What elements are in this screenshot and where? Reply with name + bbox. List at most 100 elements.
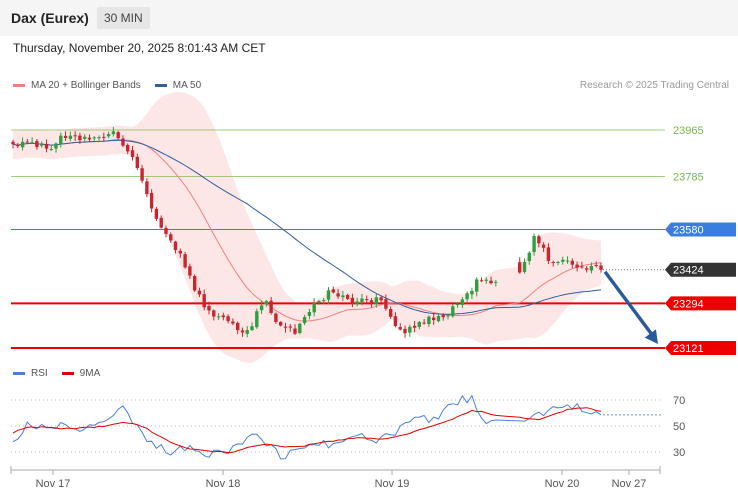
candle <box>412 321 417 333</box>
candle <box>451 304 455 318</box>
candle <box>374 293 378 308</box>
level-text: 23580 <box>673 224 704 236</box>
candle <box>518 257 522 274</box>
candle <box>221 312 225 321</box>
candle <box>379 295 383 304</box>
candle <box>589 262 594 274</box>
candle <box>159 215 163 229</box>
candle <box>126 143 130 155</box>
x-tick-label: Nov 17 <box>36 478 71 490</box>
candlesticks <box>11 127 603 338</box>
candle <box>446 314 450 320</box>
rsi-tick-30: 30 <box>673 447 685 459</box>
level-text: 23294 <box>673 298 704 310</box>
candle <box>575 261 579 272</box>
candle <box>269 296 273 315</box>
x-tick-label: Nov 18 <box>206 478 241 490</box>
candle <box>441 313 445 321</box>
candle <box>169 232 173 243</box>
candle <box>551 260 555 267</box>
candle <box>35 139 39 150</box>
candle <box>111 127 116 137</box>
candle <box>331 286 335 294</box>
level-text: 23785 <box>673 171 704 183</box>
candle <box>585 265 589 273</box>
candle <box>11 139 15 149</box>
candle <box>398 323 402 331</box>
candle <box>427 315 431 327</box>
candle <box>345 293 350 301</box>
candle <box>350 293 355 308</box>
candle <box>197 287 202 298</box>
candle <box>140 164 144 184</box>
candle <box>116 130 120 140</box>
candle <box>92 136 96 142</box>
candle <box>432 312 436 325</box>
forecast-arrow <box>603 270 658 344</box>
moving-averages <box>12 139 602 322</box>
candle <box>561 256 565 265</box>
candle <box>460 297 465 308</box>
legend-swatch-ma50 <box>154 84 167 87</box>
level-labels: 23965 23785 23580 23424 23294 23121 <box>665 125 736 355</box>
candle <box>403 325 407 338</box>
candle <box>259 300 264 314</box>
candle <box>307 308 312 320</box>
candle <box>470 287 474 300</box>
candle <box>207 301 211 315</box>
level-text: 23424 <box>673 265 704 277</box>
candle <box>565 256 570 264</box>
header-bar: Dax (Eurex) 30 MIN <box>0 0 738 36</box>
candle <box>97 135 101 141</box>
candle <box>236 321 240 335</box>
candle <box>389 306 393 319</box>
candle <box>436 313 441 323</box>
candle <box>298 322 302 335</box>
x-tick-label: Nov 20 <box>545 478 580 490</box>
candle <box>231 318 235 326</box>
candle <box>145 178 149 198</box>
candle <box>465 291 469 302</box>
candle <box>178 248 182 258</box>
candle <box>599 262 603 273</box>
candle <box>336 288 340 299</box>
candle <box>484 277 488 284</box>
candle <box>25 138 29 143</box>
candle <box>135 153 139 171</box>
rsi-panel: 70 50 30 <box>11 394 685 460</box>
candle <box>393 312 398 328</box>
legend-swatch-rsi <box>13 372 25 375</box>
timeframe-badge[interactable]: 30 MIN <box>97 7 150 29</box>
bollinger-band <box>13 91 601 363</box>
candle <box>494 279 498 287</box>
candle <box>49 145 53 151</box>
level-text: 23121 <box>673 343 704 355</box>
candle <box>264 299 269 307</box>
candle <box>130 145 135 161</box>
candle <box>594 261 598 268</box>
candle <box>408 324 412 337</box>
level-lines <box>11 129 665 349</box>
rsi-tick-70: 70 <box>673 395 685 407</box>
candle <box>78 132 82 144</box>
candle <box>102 132 106 141</box>
legend-label-rsi: RSI <box>31 368 48 379</box>
candle <box>149 189 154 213</box>
candle <box>68 131 73 142</box>
candle <box>422 319 426 325</box>
candle <box>360 293 364 306</box>
candle <box>580 261 584 269</box>
candle <box>522 258 527 274</box>
candle <box>532 233 536 256</box>
candle <box>288 323 292 332</box>
candle <box>154 206 159 221</box>
rsi-line <box>12 394 602 460</box>
candle <box>173 240 178 254</box>
candle <box>16 142 20 149</box>
candle <box>570 258 574 269</box>
forecast-arrow-head <box>644 329 658 344</box>
candle <box>455 302 460 308</box>
candle <box>87 134 92 143</box>
candle <box>479 277 484 283</box>
